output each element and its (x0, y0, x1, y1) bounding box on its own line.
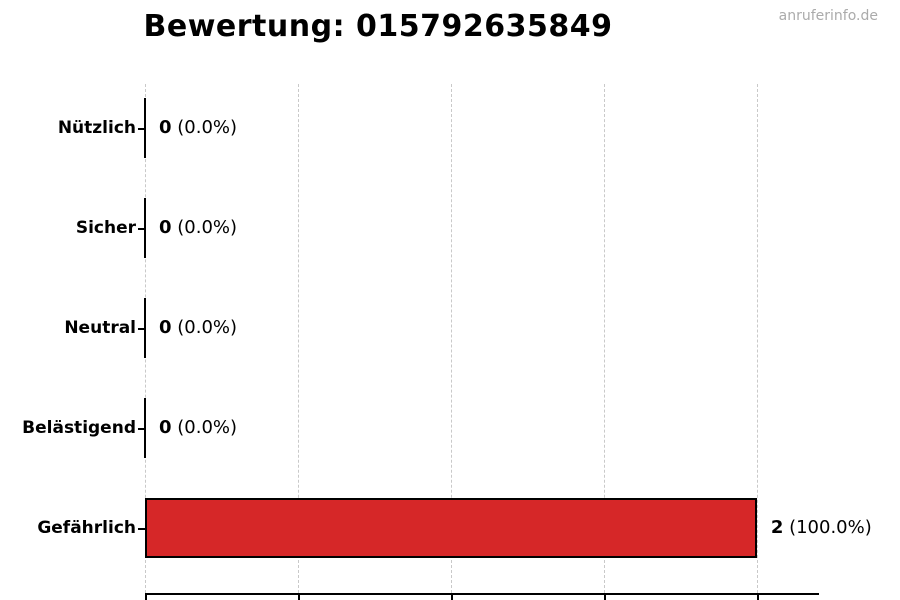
zero-bar-2 (144, 198, 146, 258)
category-label-5: Gefährlich (37, 518, 136, 538)
value-percent-3: (0.0%) (171, 317, 238, 338)
value-label-4: 0 (0.0%) (159, 415, 237, 441)
zero-bar-4 (144, 398, 146, 458)
value-number-4: 0 (159, 417, 172, 438)
y-axis-tick-5 (138, 528, 145, 530)
x-axis-tick-2 (756, 593, 759, 600)
zero-bar-1 (144, 98, 146, 158)
value-percent-2: (0.0%) (171, 217, 238, 238)
x-axis-tick-0.5 (297, 593, 300, 600)
x-axis-line (145, 593, 819, 595)
y-axis-tick-4 (138, 428, 145, 430)
zero-bar-3 (144, 298, 146, 358)
x-axis-tick-1 (450, 593, 453, 600)
gridline-x-2 (756, 84, 758, 593)
gridline-x-1 (450, 84, 452, 593)
x-axis-tick-1.5 (603, 593, 606, 600)
value-percent-4: (0.0%) (171, 417, 238, 438)
watermark: anruferinfo.de (778, 8, 878, 24)
category-label-2: Sicher (75, 218, 136, 238)
bar-5 (145, 498, 757, 558)
y-axis-tick-2 (138, 228, 145, 230)
value-percent-1: (0.0%) (171, 117, 238, 138)
category-label-4: Belästigend (22, 418, 136, 438)
value-label-1: 0 (0.0%) (159, 115, 237, 141)
gridline-x-0.5 (297, 84, 299, 593)
value-label-5: 2 (100.0%) (771, 515, 872, 541)
y-axis-tick-3 (138, 328, 145, 330)
gridline-x-1.5 (603, 84, 605, 593)
value-number-2: 0 (159, 217, 172, 238)
category-label-3: Neutral (64, 318, 136, 338)
value-percent-5: (100.0%) (783, 517, 872, 538)
value-number-5: 2 (770, 517, 784, 538)
x-axis-tick-0 (145, 593, 147, 600)
category-label-1: Nützlich (57, 118, 136, 138)
y-axis-tick-1 (138, 128, 145, 130)
chart-title: Bewertung: 015792635849 (143, 9, 613, 44)
value-label-2: 0 (0.0%) (159, 215, 237, 241)
value-number-3: 0 (159, 317, 172, 338)
value-number-1: 0 (159, 117, 172, 138)
value-label-3: 0 (0.0%) (159, 315, 237, 341)
